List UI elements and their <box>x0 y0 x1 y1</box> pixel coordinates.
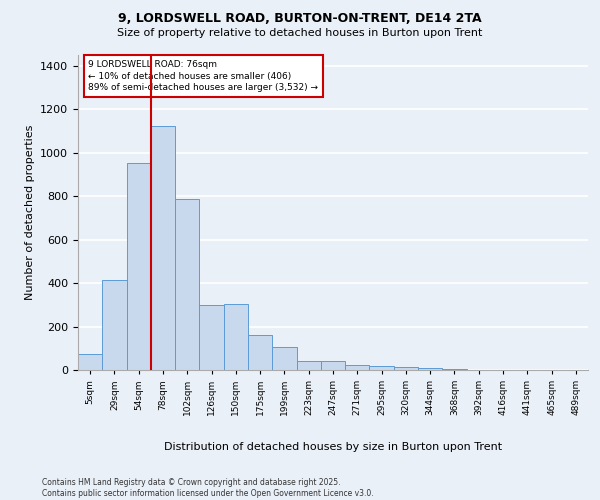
Bar <box>151 126 175 370</box>
Bar <box>418 368 442 370</box>
Bar <box>199 305 224 370</box>
Bar <box>224 304 248 370</box>
Bar <box>102 280 127 370</box>
Bar <box>370 366 394 370</box>
Bar <box>321 362 345 370</box>
Bar <box>394 367 418 370</box>
Text: 9 LORDSWELL ROAD: 76sqm
← 10% of detached houses are smaller (406)
89% of semi-d: 9 LORDSWELL ROAD: 76sqm ← 10% of detache… <box>88 60 318 92</box>
Text: Distribution of detached houses by size in Burton upon Trent: Distribution of detached houses by size … <box>164 442 502 452</box>
Bar <box>175 200 199 370</box>
Bar <box>272 346 296 370</box>
Text: Contains HM Land Registry data © Crown copyright and database right 2025.
Contai: Contains HM Land Registry data © Crown c… <box>42 478 374 498</box>
Text: 9, LORDSWELL ROAD, BURTON-ON-TRENT, DE14 2TA: 9, LORDSWELL ROAD, BURTON-ON-TRENT, DE14… <box>118 12 482 26</box>
Bar <box>127 162 151 370</box>
Bar <box>442 369 467 370</box>
Text: Size of property relative to detached houses in Burton upon Trent: Size of property relative to detached ho… <box>118 28 482 38</box>
Bar <box>296 362 321 370</box>
Y-axis label: Number of detached properties: Number of detached properties <box>25 125 35 300</box>
Bar <box>248 335 272 370</box>
Bar <box>345 365 370 370</box>
Bar <box>78 354 102 370</box>
